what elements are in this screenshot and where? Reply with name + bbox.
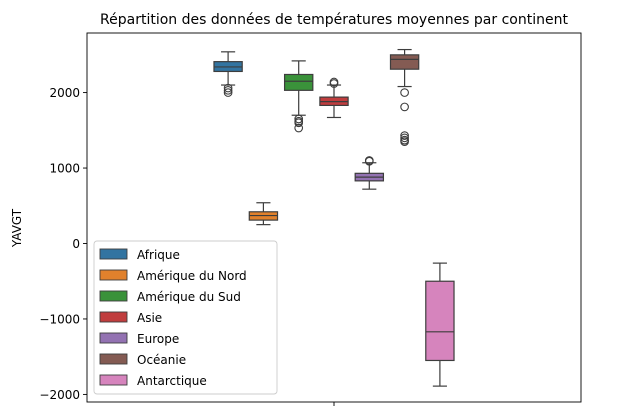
y-tick-label: −1000	[39, 312, 80, 326]
y-axis: −2000 −1000 0 1000 2000	[39, 86, 87, 402]
legend-swatch	[99, 332, 128, 344]
box-4	[319, 77, 349, 119]
legend-swatch	[99, 290, 128, 302]
y-tick-label: 2000	[49, 86, 80, 100]
outlier-point	[400, 131, 409, 140]
outlier-point	[294, 123, 304, 133]
outlier-point	[400, 88, 409, 97]
box-iqr	[425, 280, 455, 362]
y-tick-label: −2000	[39, 388, 80, 402]
outlier-point	[223, 83, 233, 93]
chart-title: Répartition des données de températures …	[100, 12, 568, 28]
legend-label: Amérique du Nord	[137, 269, 247, 283]
legend-swatch	[99, 353, 128, 365]
outlier-point	[294, 114, 304, 124]
legend-label: Océanie	[137, 353, 186, 367]
outlier-point	[400, 102, 409, 112]
outlier-point	[223, 85, 233, 95]
legend: Afrique Amérique du Nord Amérique du Sud As…	[93, 240, 278, 395]
box-iqr	[283, 73, 314, 91]
legend-item: Afrique	[99, 248, 180, 262]
y-tick-label: 0	[72, 237, 80, 251]
legend-swatch	[99, 311, 128, 323]
legend-item: Asie	[99, 311, 162, 325]
box-3	[283, 60, 314, 133]
boxes	[213, 48, 455, 387]
legend-item: Amérique du Sud	[99, 290, 241, 304]
outlier-point	[223, 88, 233, 97]
outlier-point	[329, 77, 339, 87]
y-axis-label: YAVGT	[10, 208, 24, 248]
legend-swatch	[99, 374, 128, 386]
legend-frame	[93, 240, 278, 395]
legend-item: Europe	[99, 332, 179, 346]
box-1	[213, 51, 243, 97]
box-5	[354, 156, 385, 190]
box-6	[389, 48, 420, 146]
outlier-point	[400, 133, 409, 143]
legend-item: Amérique du Nord	[99, 269, 247, 283]
legend-label: Europe	[137, 332, 179, 346]
legend-label: Amérique du Sud	[137, 290, 241, 304]
outlier-point	[294, 118, 304, 128]
legend-label: Antarctique	[137, 374, 207, 388]
outlier-point	[400, 137, 409, 146]
box-iqr	[389, 54, 420, 70]
legend-swatch	[99, 248, 128, 260]
y-tick-label: 1000	[49, 162, 80, 176]
legend-label: Asie	[137, 311, 162, 325]
legend-item: Antarctique	[99, 374, 207, 388]
legend-label: Afrique	[137, 248, 180, 262]
box-2	[248, 202, 279, 226]
legend-swatch	[99, 269, 128, 281]
legend-item: Océanie	[99, 353, 186, 367]
outlier-point	[364, 156, 374, 165]
box-7	[425, 262, 455, 387]
